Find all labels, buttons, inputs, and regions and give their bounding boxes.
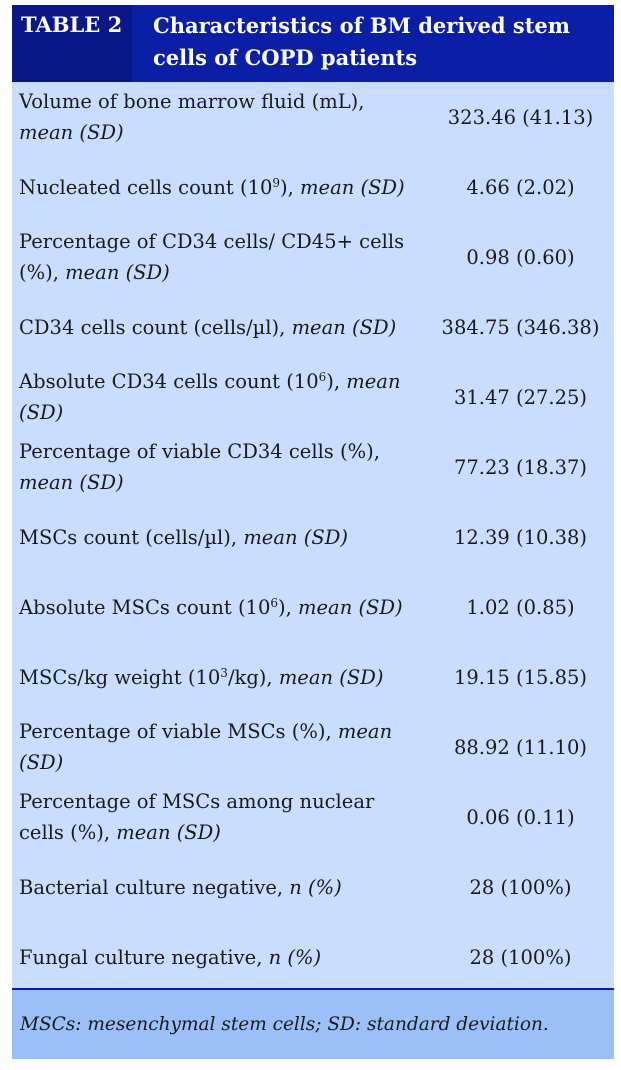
row-label-text: Percentage of viable CD34 cells (%),	[19, 440, 380, 463]
row-statistic: n (%)	[268, 945, 322, 969]
row-value: 0.98 (0.60)	[466, 245, 575, 269]
row-label-text: Percentage of CD34 cells/ CD45+ cells (%…	[19, 230, 405, 284]
row-label-text-end: ),	[280, 175, 301, 199]
row-value: 28 (100%)	[469, 945, 572, 969]
data-table: TABLE 2 Characteristics of BM derived st…	[12, 5, 614, 1059]
row-label: Percentage of viable CD34 cells (%), mea…	[12, 436, 417, 498]
row-statistic: mean (SD)	[291, 315, 397, 339]
row-statistic: mean (SD)	[243, 525, 348, 549]
table-row: Fungal culture negative, n (%) 28 (100%)	[12, 922, 614, 992]
row-value: 77.23 (18.37)	[453, 455, 588, 479]
row-statistic: mean (SD)	[19, 121, 124, 144]
table-footnote: MSCs: mesenchymal stem cells; SD: standa…	[12, 990, 614, 1059]
row-label-exponent: 3	[220, 665, 228, 680]
row-label-text: Percentage of viable MSCs (%),	[19, 720, 338, 743]
row-label-text-end: ),	[278, 595, 299, 619]
table-row: Percentage of MSCs among nuclear cells (…	[12, 782, 614, 852]
row-statistic: mean (SD)	[116, 821, 221, 844]
row-label-text-end: ),	[326, 370, 347, 393]
row-label: Percentage of CD34 cells/ CD45+ cells (%…	[12, 226, 417, 288]
row-value: 31.47 (27.25)	[453, 385, 588, 409]
table-label: TABLE 2	[12, 5, 132, 82]
row-label: Absolute MSCs count (106), mean (SD)	[12, 592, 417, 623]
row-statistic: mean (SD)	[278, 665, 384, 689]
row-value: 28 (100%)	[469, 875, 572, 899]
row-label-exponent: 6	[318, 370, 327, 384]
row-value: 1.02 (0.85)	[466, 595, 575, 619]
row-label-text: MSCs count (cells/µl),	[19, 525, 244, 549]
table-row: Percentage of CD34 cells/ CD45+ cells (%…	[12, 222, 614, 292]
row-label-text: Percentage of MSCs among nuclear cells (…	[19, 790, 375, 844]
table-row: Nucleated cells count (109), mean (SD) 4.…	[12, 152, 614, 222]
row-value: 384.75 (346.38)	[441, 315, 600, 339]
table-title: Characteristics of BM derived stem cells…	[153, 13, 570, 70]
row-label-text: MSCs/kg weight (10	[19, 665, 221, 689]
table-row: Bacterial culture negative, n (%) 28 (100…	[12, 852, 614, 922]
row-statistic: mean (SD)	[65, 261, 170, 284]
row-label-text: Absolute CD34 cells count (10	[19, 370, 319, 393]
row-label: Fungal culture negative, n (%)	[12, 942, 417, 973]
row-label-text: Fungal culture negative,	[19, 945, 269, 969]
row-value: 4.66 (2.02)	[466, 175, 575, 199]
row-label: Volume of bone marrow fluid (mL), mean (…	[12, 86, 417, 148]
row-label-text-end: /kg),	[227, 665, 279, 689]
row-label-text: Nucleated cells count (10	[19, 175, 273, 199]
row-label: Absolute CD34 cells count (106), mean (S…	[12, 366, 417, 428]
row-label: Percentage of MSCs among nuclear cells (…	[12, 786, 417, 848]
row-label: Bacterial culture negative, n (%)	[12, 872, 417, 903]
table-row: Absolute MSCs count (106), mean (SD) 1.02…	[12, 572, 614, 642]
table-body: Volume of bone marrow fluid (mL), mean (…	[12, 82, 614, 990]
table-row: MSCs/kg weight (103/kg), mean (SD) 19.15 …	[12, 642, 614, 712]
row-label-exponent: 9	[272, 175, 281, 190]
row-statistic: mean (SD)	[19, 370, 401, 424]
row-statistic: mean (SD)	[19, 471, 124, 494]
table-row: Absolute CD34 cells count (106), mean (S…	[12, 362, 614, 432]
row-label-text: CD34 cells count (cells/µl),	[19, 315, 292, 339]
row-label-text: Volume of bone marrow fluid (mL),	[19, 90, 365, 113]
table-row: CD34 cells count (cells/µl), mean (SD) 38…	[12, 292, 614, 362]
row-label-exponent: 6	[270, 595, 279, 610]
table-row: Percentage of viable MSCs (%), mean (SD)…	[12, 712, 614, 782]
row-statistic: mean (SD)	[19, 720, 393, 774]
row-label: Nucleated cells count (109), mean (SD)	[12, 172, 417, 203]
row-statistic: n (%)	[289, 875, 342, 899]
row-label-text: Absolute MSCs count (10	[19, 595, 271, 619]
row-statistic: mean (SD)	[300, 175, 405, 199]
row-value: 19.15 (15.85)	[453, 665, 588, 689]
row-value: 323.46 (41.13)	[447, 105, 594, 129]
table-row: Percentage of viable CD34 cells (%), mea…	[12, 432, 614, 502]
table-row: MSCs count (cells/µl), mean (SD) 12.39 (1…	[12, 502, 614, 572]
row-statistic: mean (SD)	[298, 595, 403, 619]
table-row: Volume of bone marrow fluid (mL), mean (…	[12, 82, 614, 152]
row-label: MSCs count (cells/µl), mean (SD)	[12, 522, 417, 553]
row-value: 12.39 (10.38)	[453, 525, 588, 549]
row-label: CD34 cells count (cells/µl), mean (SD)	[12, 312, 417, 343]
row-label: Percentage of viable MSCs (%), mean (SD)	[12, 716, 417, 778]
row-value: 0.06 (0.11)	[466, 805, 575, 829]
row-label-text: Bacterial culture negative,	[19, 875, 290, 899]
row-label: MSCs/kg weight (103/kg), mean (SD)	[12, 662, 417, 693]
row-value: 88.92 (11.10)	[453, 735, 588, 759]
table-header: TABLE 2 Characteristics of BM derived st…	[12, 5, 614, 82]
